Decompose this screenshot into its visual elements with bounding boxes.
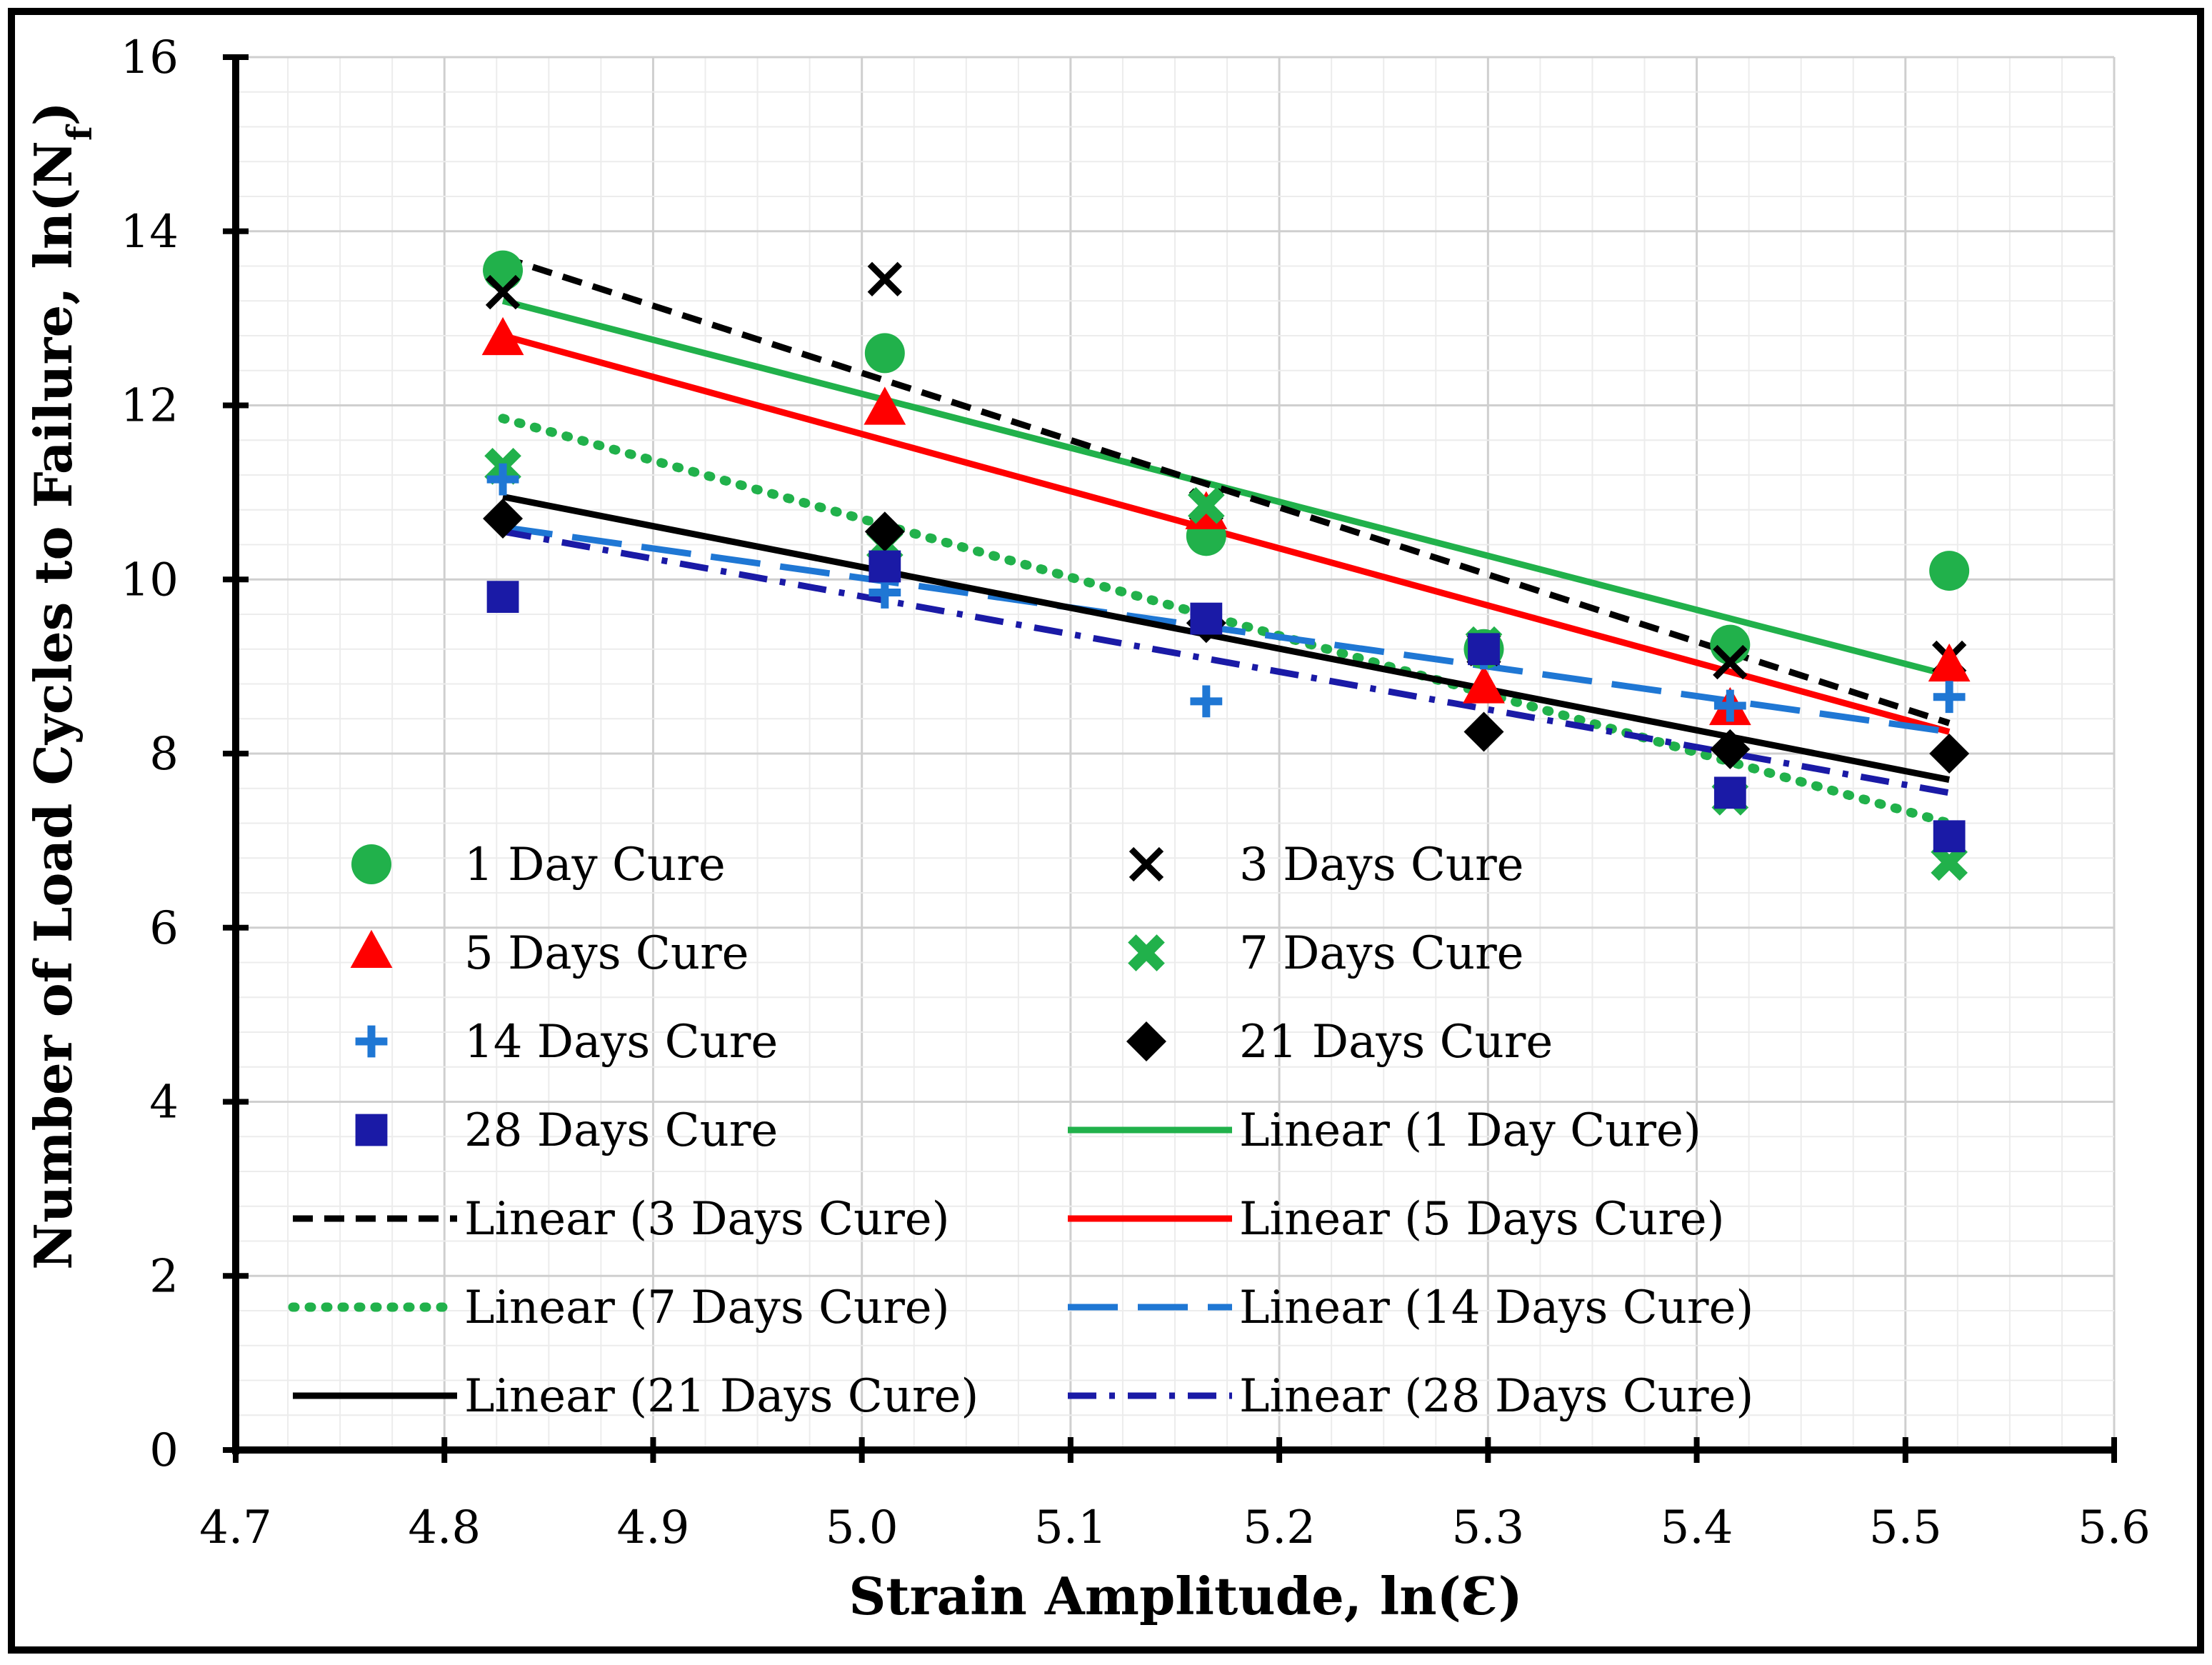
data-point-3-days-cure <box>485 274 521 310</box>
legend-marker <box>355 1025 388 1058</box>
trendlines <box>498 254 1954 828</box>
legend-marker <box>355 1114 388 1146</box>
data-point-5-days-cure <box>1463 665 1505 704</box>
data-point-21-days-cure <box>864 511 905 552</box>
x-tick-label: 4.9 <box>617 1501 690 1554</box>
data-point-14-days-cure <box>1933 681 1966 714</box>
y-tick-label: 4 <box>149 1076 179 1129</box>
legend-label: 7 Days Cure <box>1239 927 1524 980</box>
data-point-3-days-cure <box>1713 644 1748 680</box>
legend-label: 21 Days Cure <box>1239 1016 1553 1069</box>
legend-marker <box>1128 934 1165 971</box>
x-tick-label: 5.3 <box>1451 1501 1524 1554</box>
data-point-21-days-cure <box>483 498 524 539</box>
x-axis-title: Strain Amplitude, ln(Ɛ) <box>849 1566 1522 1626</box>
data-point-28-days-cure <box>1468 633 1500 666</box>
y-tick-label: 12 <box>121 380 179 433</box>
outer-frame <box>8 8 2204 1654</box>
legend-label: Linear (5 Days Cure) <box>1239 1193 1725 1246</box>
data-point-14-days-cure <box>486 463 519 496</box>
legend-marker <box>350 929 393 968</box>
y-axis-title-subscript: f <box>60 124 100 141</box>
trendline-linear-28-days-cure- <box>502 528 1950 796</box>
data-point-21-days-cure <box>1463 711 1504 752</box>
legend-label: 14 Days Cure <box>464 1016 778 1069</box>
legend-label: 5 Days Cure <box>464 927 749 980</box>
axes: 4.7 4.8 4.9 5.0 5.1 5.2 5.3 5.4 5.5 5.6 0 2 4 6 8 10 12 1… <box>121 31 2151 1554</box>
y-axis-title-main: Number of Load Cycles to Failure, ln(N <box>23 141 84 1270</box>
legend-label: Linear (14 Days Cure) <box>1239 1281 1753 1334</box>
x-tick-label: 5.0 <box>826 1501 899 1554</box>
data-point-28-days-cure <box>1190 602 1223 635</box>
y-tick-label: 2 <box>149 1250 179 1303</box>
y-tick-label: 6 <box>149 902 179 955</box>
legend-label: 1 Day Cure <box>464 839 726 891</box>
data-point-21-days-cure <box>1710 729 1751 769</box>
legend: 1 Day Cure 3 Days Cure 5 Days Cure 7 Days C… <box>288 839 1753 1423</box>
trendline-linear-3-days-cure- <box>501 254 1951 726</box>
data-point-5-days-cure <box>481 316 524 356</box>
data-point-1-day-cure <box>483 250 524 291</box>
legend-label: Linear (3 Days Cure) <box>464 1193 950 1246</box>
data-point-3-days-cure <box>867 261 902 296</box>
y-tick-label: 8 <box>149 728 179 781</box>
data-point-21-days-cure <box>1929 734 1970 774</box>
legend-label: 3 Days Cure <box>1239 839 1524 891</box>
y-tick-label: 16 <box>121 31 179 84</box>
legend-label: Linear (1 Day Cure) <box>1239 1104 1701 1157</box>
legend-marker <box>1126 1021 1166 1061</box>
y-tick-label: 10 <box>121 554 179 606</box>
data-point-7-days-cure <box>1188 486 1225 524</box>
trendline-linear-14-days-cure- <box>502 524 1950 735</box>
legend-marker <box>351 844 391 884</box>
data-point-28-days-cure <box>869 550 901 583</box>
trendline-linear-7-days-cure- <box>498 414 1954 828</box>
x-tick-label: 5.1 <box>1034 1501 1107 1554</box>
data-point-1-day-cure <box>864 333 905 374</box>
x-tick-label: 5.4 <box>1661 1501 1733 1554</box>
data-point-5-days-cure <box>1928 643 1971 682</box>
x-tick-label: 4.7 <box>199 1501 272 1554</box>
legend-label: Linear (21 Days Cure) <box>464 1370 979 1423</box>
data-point-5-days-cure <box>864 386 906 425</box>
legend-label: Linear (28 Days Cure) <box>1239 1370 1753 1423</box>
trendline-linear-21-days-cure- <box>502 494 1951 783</box>
y-axis-title: Number of Load Cycles to Failure, ln(Nf) <box>23 101 100 1269</box>
x-tick-label: 4.8 <box>408 1501 481 1554</box>
x-tick-label: 5.6 <box>2078 1501 2151 1554</box>
x-tick-label: 5.5 <box>1869 1501 1942 1554</box>
legend-label: 28 Days Cure <box>464 1104 778 1157</box>
x-tick-label: 5.2 <box>1243 1501 1316 1554</box>
y-axis-title-close: ) <box>23 101 84 126</box>
data-point-28-days-cure <box>486 581 519 614</box>
data-point-1-day-cure <box>1929 551 1970 591</box>
y-tick-label: 0 <box>149 1424 179 1477</box>
data-point-28-days-cure <box>1933 820 1966 853</box>
data-point-14-days-cure <box>1713 689 1746 722</box>
data-points <box>481 250 1971 881</box>
y-tick-label: 14 <box>121 206 179 259</box>
data-point-14-days-cure <box>1190 685 1223 718</box>
legend-label: Linear (7 Days Cure) <box>464 1281 950 1334</box>
legend-marker <box>1128 846 1164 882</box>
data-point-7-days-cure <box>1931 844 1968 881</box>
data-point-28-days-cure <box>1713 776 1746 809</box>
